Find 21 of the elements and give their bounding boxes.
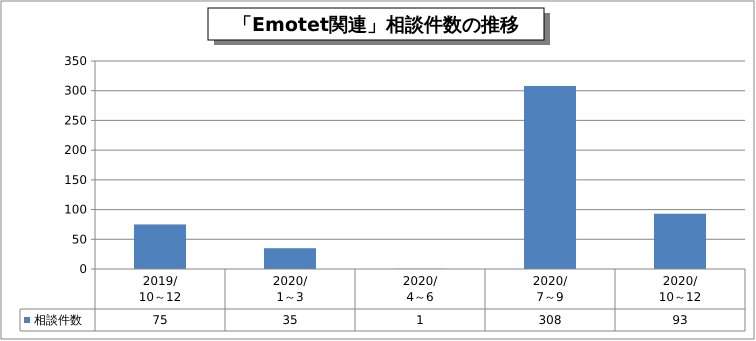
y-tick-label: 0	[79, 262, 87, 276]
x-tick-label: 2020/7～9	[532, 274, 568, 304]
title: 「Emotet関連」相談件数の推移	[208, 8, 550, 45]
y-tick-label: 100	[64, 202, 87, 217]
y-tick-label: 350	[64, 54, 87, 68]
y-tick-label: 200	[64, 143, 87, 158]
data-label: 35	[282, 313, 298, 327]
data-label: 93	[672, 313, 688, 327]
legend-label: 相談件数	[34, 313, 82, 327]
y-tick-label: 150	[64, 172, 87, 187]
y-tick-label: 300	[64, 84, 87, 98]
x-tick-label: 2020/10～12	[658, 274, 702, 304]
data-label: 75	[152, 313, 168, 327]
x-tick-label: 2020/4～6	[402, 274, 438, 304]
data-label: 1	[416, 313, 424, 327]
data-label: 308	[538, 313, 562, 327]
x-tick-label: 2020/1～3	[272, 274, 308, 304]
y-tick-label: 250	[64, 113, 87, 128]
chart-title: 「Emotet関連」相談件数の推移	[233, 14, 519, 36]
x-tick-label: 2019/10～12	[138, 274, 182, 304]
y-tick-label: 50	[72, 232, 87, 246]
